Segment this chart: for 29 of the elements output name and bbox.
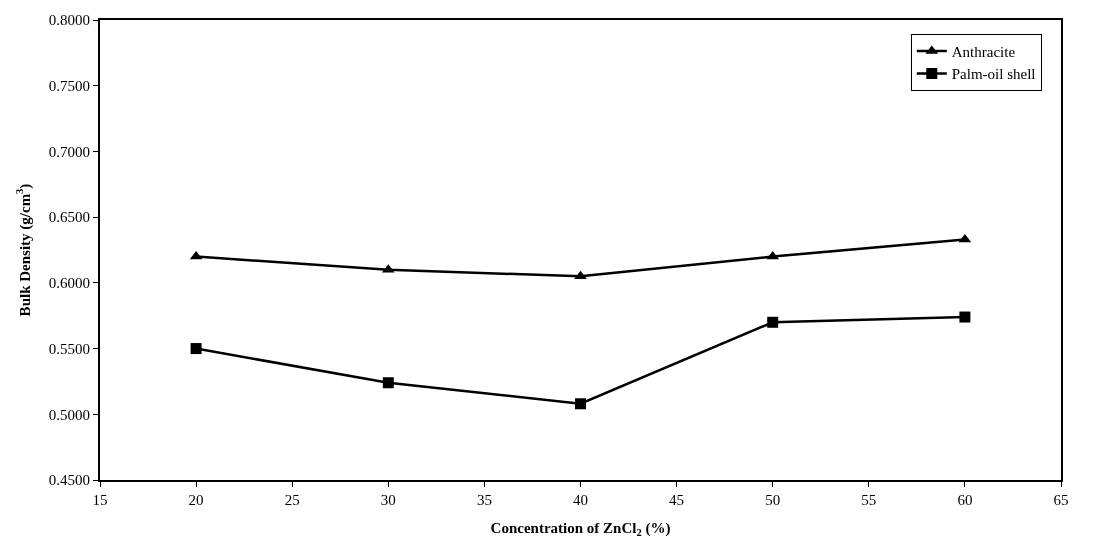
x-tick-label: 65 bbox=[1053, 492, 1069, 508]
y-tick-label: 0.6000 bbox=[48, 275, 90, 292]
x-tick-label: 55 bbox=[861, 492, 877, 508]
x-tick-label: 35 bbox=[476, 492, 492, 508]
x-tick-label: 60 bbox=[957, 492, 973, 508]
x-tick-label: 50 bbox=[765, 492, 781, 508]
x-tick-label: 15 bbox=[92, 492, 108, 508]
point bbox=[190, 343, 202, 355]
point bbox=[382, 377, 394, 389]
x-tick-label: 30 bbox=[380, 492, 396, 508]
legend-label: Palm-oil shell bbox=[951, 66, 1036, 83]
x-tick-label: 45 bbox=[669, 492, 685, 508]
x-tick-label: 40 bbox=[573, 492, 588, 508]
point bbox=[767, 316, 779, 328]
y-tick-label: 0.5000 bbox=[48, 406, 90, 423]
y-tick-label: 0.8000 bbox=[48, 12, 90, 29]
point bbox=[574, 270, 587, 280]
y-tick-label: 0.7500 bbox=[48, 77, 90, 94]
y-tick-label: 0.4500 bbox=[48, 472, 90, 489]
x-tick-label: 25 bbox=[284, 492, 300, 508]
x-axis-title: Concentration of ZnCl$_{2}$ (%) bbox=[490, 519, 671, 538]
point bbox=[575, 398, 586, 410]
legend-label: Anthracite bbox=[951, 43, 1016, 60]
x-tick-label: 20 bbox=[188, 492, 204, 508]
y-tick-label: 0.5500 bbox=[48, 340, 90, 357]
point bbox=[959, 311, 971, 323]
y-tick-label: 0.6500 bbox=[48, 209, 90, 226]
y-tick-label: 0.7000 bbox=[48, 143, 90, 160]
point bbox=[958, 233, 972, 243]
